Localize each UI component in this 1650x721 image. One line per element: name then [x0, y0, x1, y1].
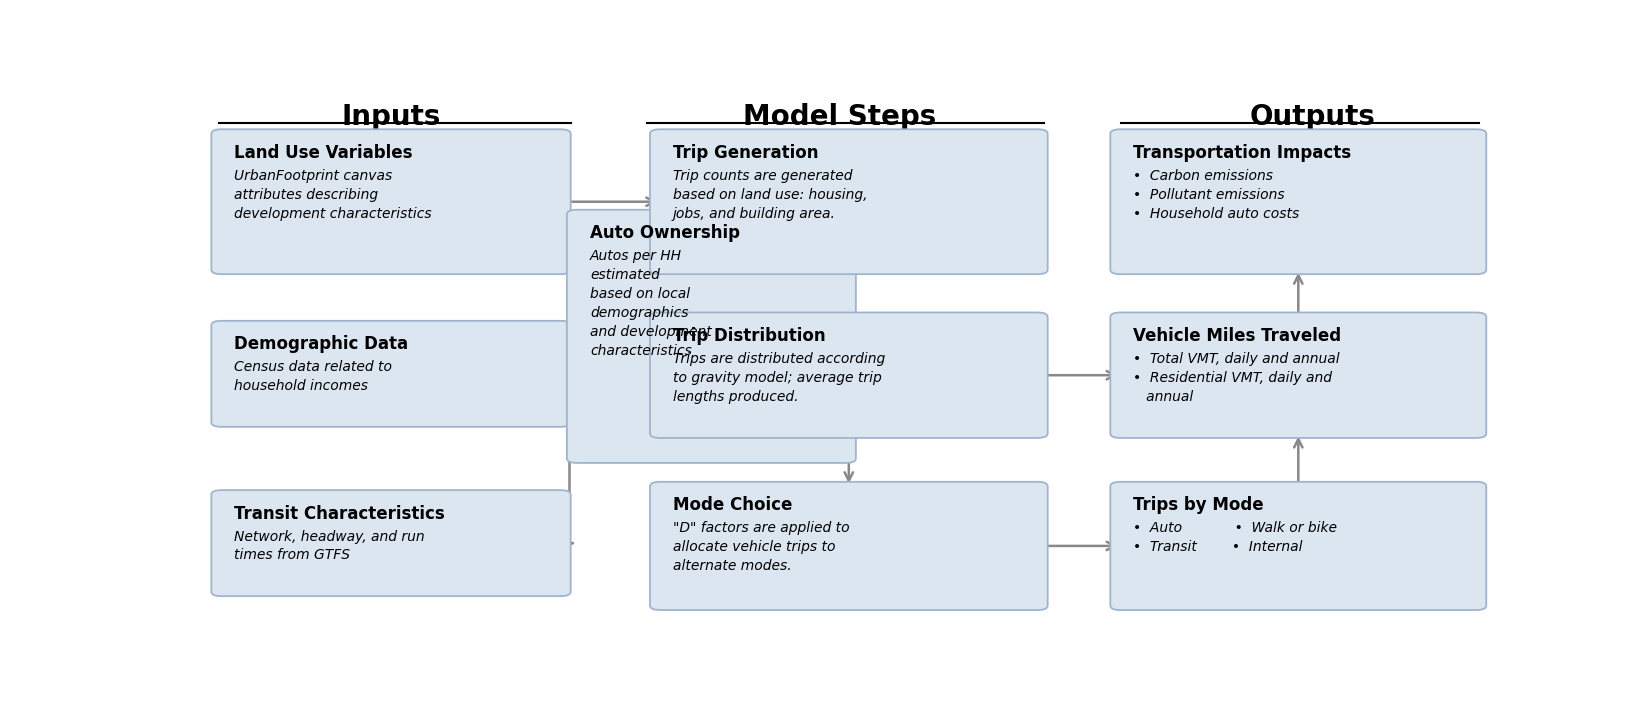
FancyBboxPatch shape: [211, 490, 571, 596]
FancyBboxPatch shape: [211, 321, 571, 427]
Text: Land Use Variables: Land Use Variables: [234, 143, 412, 162]
Text: •  Total VMT, daily and annual
•  Residential VMT, daily and
   annual: • Total VMT, daily and annual • Resident…: [1134, 352, 1340, 404]
Text: Mode Choice: Mode Choice: [673, 496, 792, 514]
Text: Inputs: Inputs: [342, 103, 441, 131]
Text: Trip Generation: Trip Generation: [673, 143, 818, 162]
Text: •  Auto            •  Walk or bike
•  Transit        •  Internal: • Auto • Walk or bike • Transit • Intern…: [1134, 521, 1338, 554]
Text: "D" factors are applied to
allocate vehicle trips to
alternate modes.: "D" factors are applied to allocate vehi…: [673, 521, 850, 573]
FancyBboxPatch shape: [1110, 312, 1487, 438]
Text: Model Steps: Model Steps: [742, 103, 936, 131]
Text: Census data related to
household incomes: Census data related to household incomes: [234, 360, 393, 393]
Text: Autos per HH
estimated
based on local
demographics
and development
characteristi: Autos per HH estimated based on local de…: [591, 249, 711, 358]
Text: Vehicle Miles Traveled: Vehicle Miles Traveled: [1134, 327, 1341, 345]
Text: Demographic Data: Demographic Data: [234, 335, 409, 353]
FancyBboxPatch shape: [650, 312, 1048, 438]
Text: Transit Characteristics: Transit Characteristics: [234, 505, 446, 523]
FancyBboxPatch shape: [211, 129, 571, 274]
Text: Transportation Impacts: Transportation Impacts: [1134, 143, 1351, 162]
FancyBboxPatch shape: [650, 482, 1048, 610]
Text: Trip counts are generated
based on land use: housing,
jobs, and building area.: Trip counts are generated based on land …: [673, 169, 868, 221]
FancyBboxPatch shape: [1110, 482, 1487, 610]
FancyBboxPatch shape: [650, 129, 1048, 274]
Text: Auto Ownership: Auto Ownership: [591, 224, 739, 242]
FancyBboxPatch shape: [1110, 129, 1487, 274]
FancyBboxPatch shape: [568, 210, 856, 463]
Text: Network, headway, and run
times from GTFS: Network, headway, and run times from GTF…: [234, 529, 426, 562]
Text: Trip Distribution: Trip Distribution: [673, 327, 825, 345]
Text: Trips by Mode: Trips by Mode: [1134, 496, 1264, 514]
Text: Trips are distributed according
to gravity model; average trip
lengths produced.: Trips are distributed according to gravi…: [673, 352, 886, 404]
Text: •  Carbon emissions
•  Pollutant emissions
•  Household auto costs: • Carbon emissions • Pollutant emissions…: [1134, 169, 1300, 221]
Text: Outputs: Outputs: [1249, 103, 1376, 131]
Text: UrbanFootprint canvas
attributes describing
development characteristics: UrbanFootprint canvas attributes describ…: [234, 169, 432, 221]
